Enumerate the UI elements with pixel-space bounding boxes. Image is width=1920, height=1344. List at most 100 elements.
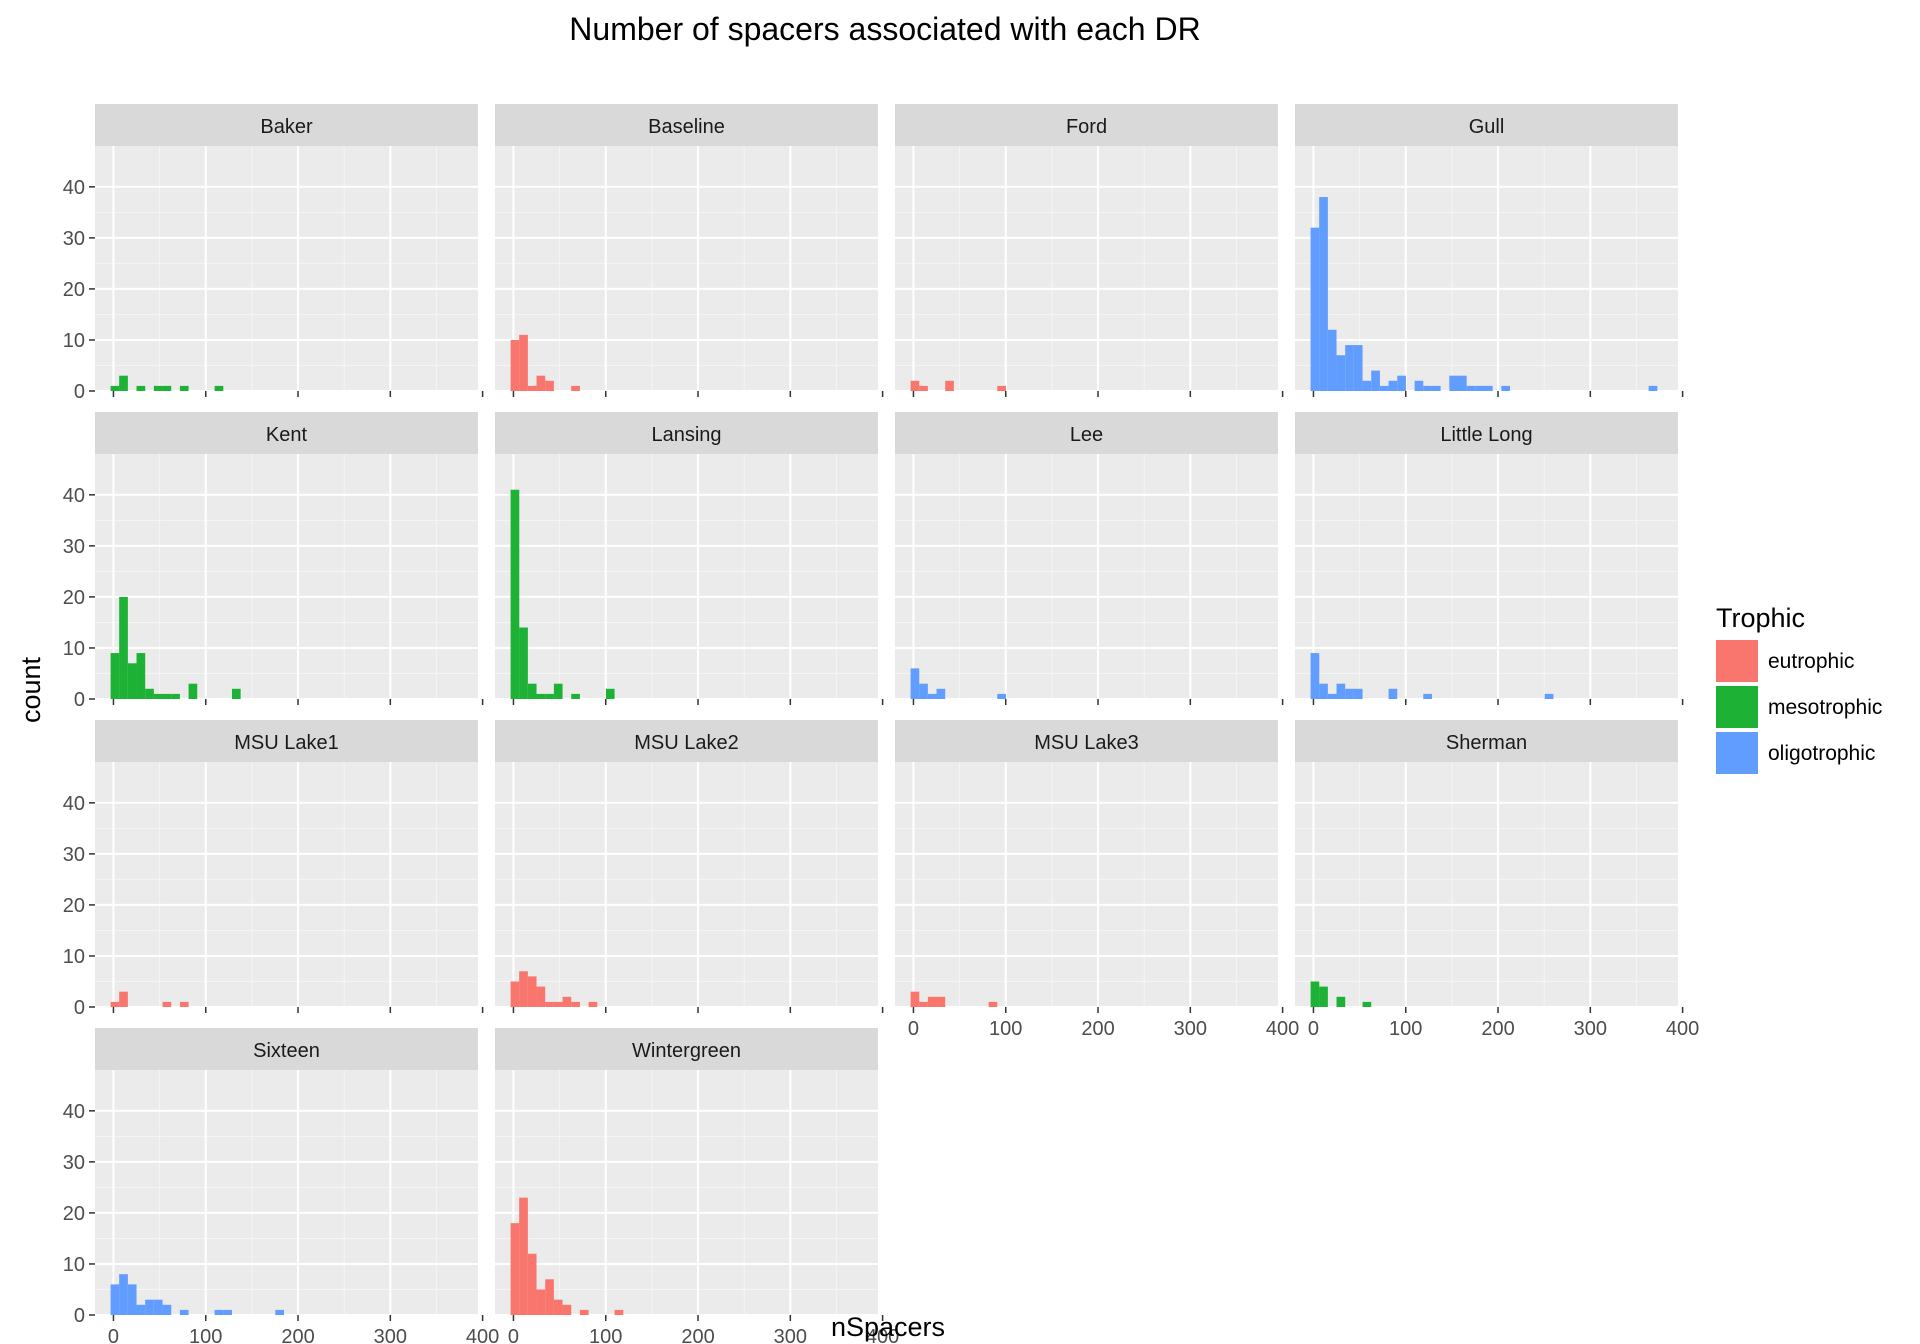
x-tick-label: 200 [281, 1326, 314, 1344]
histogram-bar [605, 688, 615, 699]
histogram-bar [927, 693, 937, 699]
facet-panel-lee: Lee [895, 412, 1284, 705]
histogram-bar [162, 385, 172, 391]
histogram-bar [536, 1289, 546, 1315]
histogram-bar [110, 1001, 120, 1007]
histogram-bar [153, 1299, 163, 1315]
x-axis-title: nSpacers [831, 1312, 945, 1342]
histogram-bar [1327, 329, 1337, 391]
histogram-bar [588, 1001, 598, 1007]
facet-panel-baseline: Baseline [495, 104, 884, 397]
facet-strip-label: Wintergreen [632, 1040, 741, 1062]
facet-panel-gull: Gull [1295, 104, 1684, 397]
facet-panel-msu-lake3: MSU Lake3 0 100 200 300 400 [895, 720, 1299, 1040]
histogram-bar [1414, 380, 1424, 391]
facet-panel-wintergreen: Wintergreen 0 100 200 300 400 [495, 1028, 899, 1344]
histogram-bar [1336, 355, 1346, 391]
histogram-bar [119, 1274, 128, 1315]
histogram-bar [545, 693, 554, 699]
histogram-bar [110, 653, 120, 699]
facet-strip [895, 720, 1278, 762]
histogram-bar [1362, 1001, 1372, 1007]
histogram-bar [1310, 653, 1320, 699]
histogram-bar [162, 1304, 172, 1315]
x-tick-label: 400 [1666, 1018, 1699, 1040]
y-tick-label: 40 [63, 1101, 85, 1123]
y-tick-label: 10 [63, 946, 85, 968]
panel-background [495, 762, 878, 1007]
x-tick-label: 400 [1266, 1018, 1299, 1040]
histogram-bar [1310, 981, 1320, 1007]
histogram-bar [545, 380, 554, 391]
histogram-bar [1648, 385, 1658, 391]
histogram-bar [527, 1253, 537, 1315]
histogram-bar [527, 976, 537, 1007]
histogram-bar [1466, 385, 1476, 391]
legend-title: Trophic [1716, 603, 1805, 633]
x-tick-label: 100 [589, 1326, 622, 1344]
histogram-bar [545, 1001, 554, 1007]
histogram-bar [1336, 996, 1346, 1007]
panel-background [95, 1070, 478, 1315]
x-tick-label: 200 [681, 1326, 714, 1344]
y-tick-label: 40 [63, 177, 85, 199]
histogram-bar [936, 996, 946, 1007]
histogram-bar [527, 385, 537, 391]
histogram-bar [945, 380, 954, 391]
histogram-bar [1371, 370, 1380, 391]
facet-strip-label: MSU Lake3 [1034, 732, 1139, 754]
histogram-bar [1362, 380, 1372, 391]
histogram-bar [936, 688, 946, 699]
histogram-bar [571, 693, 580, 699]
legend-swatch-mesotrophic [1716, 686, 1758, 728]
legend-label-oligotrophic: oligotrophic [1768, 742, 1875, 765]
histogram-bar [1319, 986, 1328, 1007]
histogram-bar [1319, 683, 1328, 699]
facet-strip-label: Baker [260, 116, 313, 138]
panel-background [895, 762, 1278, 1007]
x-tick-label: 200 [1081, 1018, 1114, 1040]
facet-panel-kent: Kent 0 10 20 30 40 [63, 412, 484, 711]
facet-strip-label: Ford [1066, 116, 1107, 138]
x-tick-label: 300 [374, 1326, 407, 1344]
x-tick-label: 0 [908, 1018, 919, 1040]
histogram-bar [614, 1309, 624, 1315]
histogram-bar [145, 688, 154, 699]
facet-strip-label: Sherman [1446, 732, 1527, 754]
x-tick-label: 400 [866, 1326, 899, 1344]
facet-panel-little-long: Little Long [1295, 412, 1684, 705]
facet-strip-label: Lansing [651, 424, 721, 446]
histogram-bar [527, 683, 537, 699]
facet-strip-label: Sixteen [253, 1040, 320, 1062]
histogram-bar [579, 1309, 589, 1315]
histogram-bar [553, 683, 563, 699]
facet-panel-lansing: Lansing [495, 412, 884, 705]
facet-strip [495, 412, 878, 454]
histogram-bar [519, 627, 528, 699]
x-tick-label: 300 [1574, 1018, 1607, 1040]
facet-panel-baker: Baker 0 10 20 30 40 [63, 104, 484, 403]
y-tick-label: 0 [74, 1305, 85, 1327]
histogram-bar [1423, 385, 1432, 391]
y-tick-label: 20 [63, 895, 85, 917]
histogram-bar [214, 385, 224, 391]
histogram-bar [1327, 693, 1337, 699]
histogram-bar [997, 693, 1006, 699]
facet-strip-label: Gull [1469, 116, 1505, 138]
histogram-bar [162, 1001, 172, 1007]
histogram-bar [136, 385, 146, 391]
histogram-bar [562, 996, 572, 1007]
histogram-bar [1449, 375, 1458, 391]
histogram-bar [536, 693, 546, 699]
histogram-bar [519, 971, 528, 1007]
histogram-bar [988, 1001, 998, 1007]
histogram-bar [223, 1309, 232, 1315]
histogram-bar [919, 683, 928, 699]
histogram-bar [1319, 197, 1328, 391]
panel-background [895, 454, 1278, 699]
facet-strip [895, 412, 1278, 454]
histogram-bar [1484, 385, 1493, 391]
histogram-bar [910, 668, 920, 699]
y-tick-label: 30 [63, 1152, 85, 1174]
legend: Trophic eutrophic mesotrophic oligotrophic [1716, 603, 1882, 774]
